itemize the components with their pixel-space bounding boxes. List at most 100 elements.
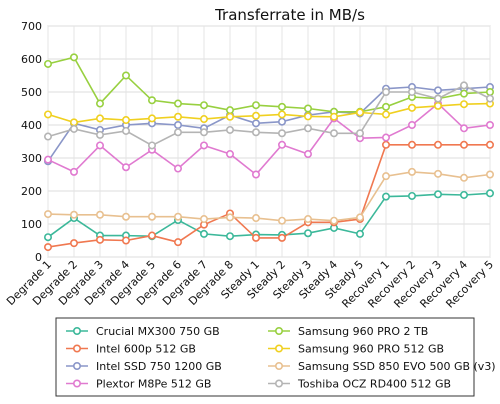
data-point [407,140,416,149]
data-point [433,86,442,95]
chart-title: Transferrate in MB/s [214,6,365,24]
data-point [459,124,468,133]
data-point [174,164,183,173]
data-point [96,141,105,150]
data-point [43,155,52,164]
data-point [122,212,131,221]
y-tick-label: 300 [21,152,42,165]
legend-swatch-marker [274,344,283,353]
data-point [459,81,468,90]
plot-frame [47,25,491,258]
data-point [200,101,209,110]
data-point [381,192,390,201]
data-point [303,124,312,133]
data-point [252,214,261,223]
series-line [47,84,491,147]
y-tick-label: 700 [21,20,42,33]
data-point [122,236,131,245]
data-point [122,126,131,135]
legend-label: Samsung 960 PRO 2 TB [298,325,428,338]
data-point [459,190,468,199]
legend-label: Toshiba OCZ RD400 512 GB [297,378,451,391]
data-point [407,103,416,112]
data-point [148,96,157,105]
y-tick-label: 100 [21,218,42,231]
data-point [459,173,468,182]
data-point [303,104,312,113]
series-line [47,102,491,176]
data-point [485,94,494,103]
data-point [433,94,442,103]
data-point [43,233,52,242]
data-point [70,167,79,176]
legend-item: Samsung 960 PRO 2 TB [268,325,428,338]
data-point [122,163,131,172]
data-point [277,129,286,138]
y-tick-label: 400 [21,119,42,132]
data-point [70,124,79,133]
data-point [303,229,312,238]
data-point [485,121,494,130]
data-point [355,108,364,117]
data-point [329,112,338,121]
data-point [174,128,183,137]
data-point [303,150,312,159]
data-point [355,229,364,238]
legend-item: Crucial MX300 750 GB [66,325,220,338]
data-point [459,140,468,149]
data-point [459,100,468,109]
data-point [252,128,261,137]
data-point [226,150,235,159]
data-point [174,212,183,221]
data-point [43,210,52,219]
data-point [43,132,52,141]
data-point [252,111,261,120]
data-point [174,238,183,247]
legend-item: Samsung SSD 850 EVO 500 GB (v3) [268,360,496,373]
data-point [96,114,105,123]
data-point [122,71,131,80]
data-point [70,210,79,219]
data-point [485,88,494,97]
data-point [381,140,390,149]
data-point [70,118,79,127]
legend-item: Toshiba OCZ RD400 512 GB [268,378,451,391]
series-line [47,171,491,222]
data-point [303,112,312,121]
y-tick-label: 600 [21,53,42,66]
data-point [96,210,105,219]
data-point [200,115,209,124]
legend-item: Intel SSD 750 1200 GB [66,360,222,373]
data-point [226,232,235,241]
series-8 [43,81,494,150]
data-point [43,110,52,119]
series-4 [43,99,494,179]
series-5 [43,53,494,116]
data-point [329,129,338,138]
data-point [433,169,442,178]
data-point [277,140,286,149]
data-point [381,110,390,119]
data-point [70,53,79,62]
legend-label: Intel 600p 512 GB [96,343,196,356]
data-point [381,133,390,142]
data-point [148,231,157,240]
data-point [148,141,157,150]
legend: Crucial MX300 750 GB Intel 600p 512 GB Int… [55,317,496,397]
data-point [148,114,157,123]
legend-label: Samsung SSD 850 EVO 500 GB (v3) [298,360,496,373]
data-point [226,213,235,222]
data-point [433,140,442,149]
legend-swatch-marker [274,379,283,388]
data-point [43,59,52,68]
data-point [96,130,105,139]
data-point [459,89,468,98]
series-line [47,56,491,113]
data-point [200,215,209,224]
data-point [200,128,209,137]
data-point [277,117,286,126]
data-point [329,216,338,225]
data-point [200,141,209,150]
data-point [226,125,235,134]
